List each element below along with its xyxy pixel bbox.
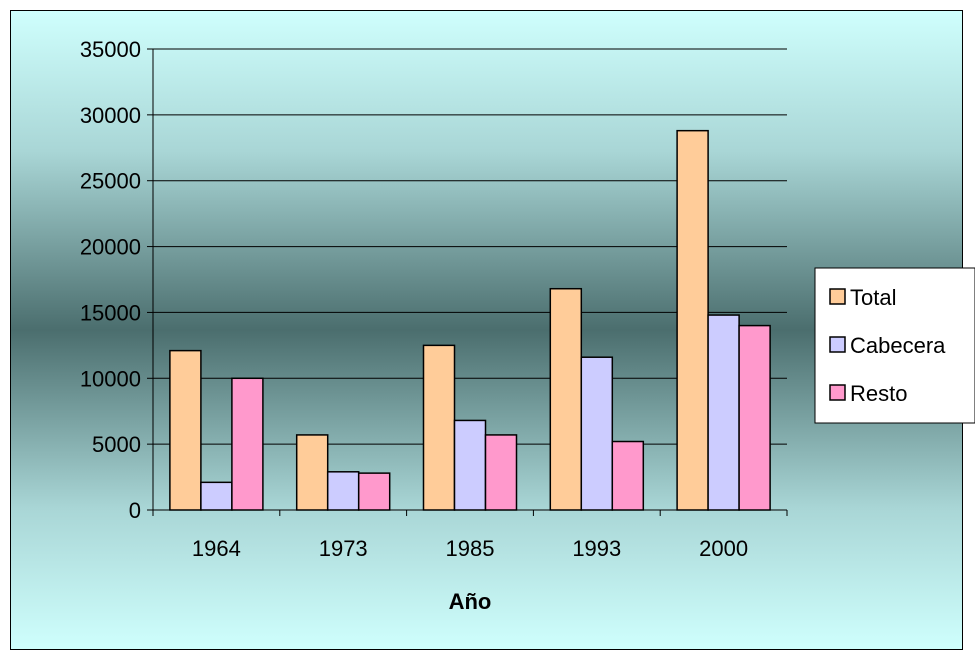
bar-cabecera-1985 [453,419,487,511]
chart-area [10,10,963,650]
legend-swatch-total [829,288,846,305]
bar-resto-1985 [484,434,518,511]
bar-total-1973 [295,434,329,511]
bar-cabecera-1964 [200,481,233,511]
bar-total-2000 [676,129,709,511]
bar-cabecera-1993 [580,356,614,511]
x-tick-label: 1985 [446,536,495,561]
x-axis-title: Año [449,589,492,614]
bars [169,129,771,511]
y-tick-label: 35000 [80,37,141,62]
x-tick-labels: 1964 1973 1985 1993 2000 [152,510,788,561]
legend-swatch-resto [829,384,846,401]
y-tick-labels: 0 5000 10000 15000 20000 25000 30000 35000 [80,37,153,523]
x-tick-label: 1973 [319,536,368,561]
y-tick-label: 30000 [80,103,141,128]
x-tick-label: 2000 [699,536,748,561]
y-tick-label: 5000 [92,432,141,457]
y-tick-label: 20000 [80,235,141,260]
y-tick-label: 0 [129,498,141,523]
legend-label-cabecera: Cabecera [850,333,946,358]
bar-total-1964 [169,349,202,511]
legend-items: Total Cabecera Resto [829,285,946,406]
bar-resto-2000 [738,324,771,511]
bar-resto-1993 [611,440,645,511]
legend-label-resto: Resto [850,381,907,406]
y-tick-label: 10000 [80,366,141,391]
bar-resto-1964 [231,377,264,511]
legend-swatch-cabecera [829,336,846,353]
bar-cabecera-2000 [707,314,740,511]
bar-resto-1973 [357,472,391,511]
bar-cabecera-1973 [326,471,360,511]
x-tick-label: 1964 [192,536,241,561]
y-tick-label: 15000 [80,300,141,325]
legend: Total Cabecera Resto [814,267,975,424]
bar-total-1985 [422,344,456,511]
legend-label-total: Total [850,285,896,310]
x-tick-label: 1993 [572,536,621,561]
y-tick-label: 25000 [80,169,141,194]
bar-total-1993 [549,287,583,511]
